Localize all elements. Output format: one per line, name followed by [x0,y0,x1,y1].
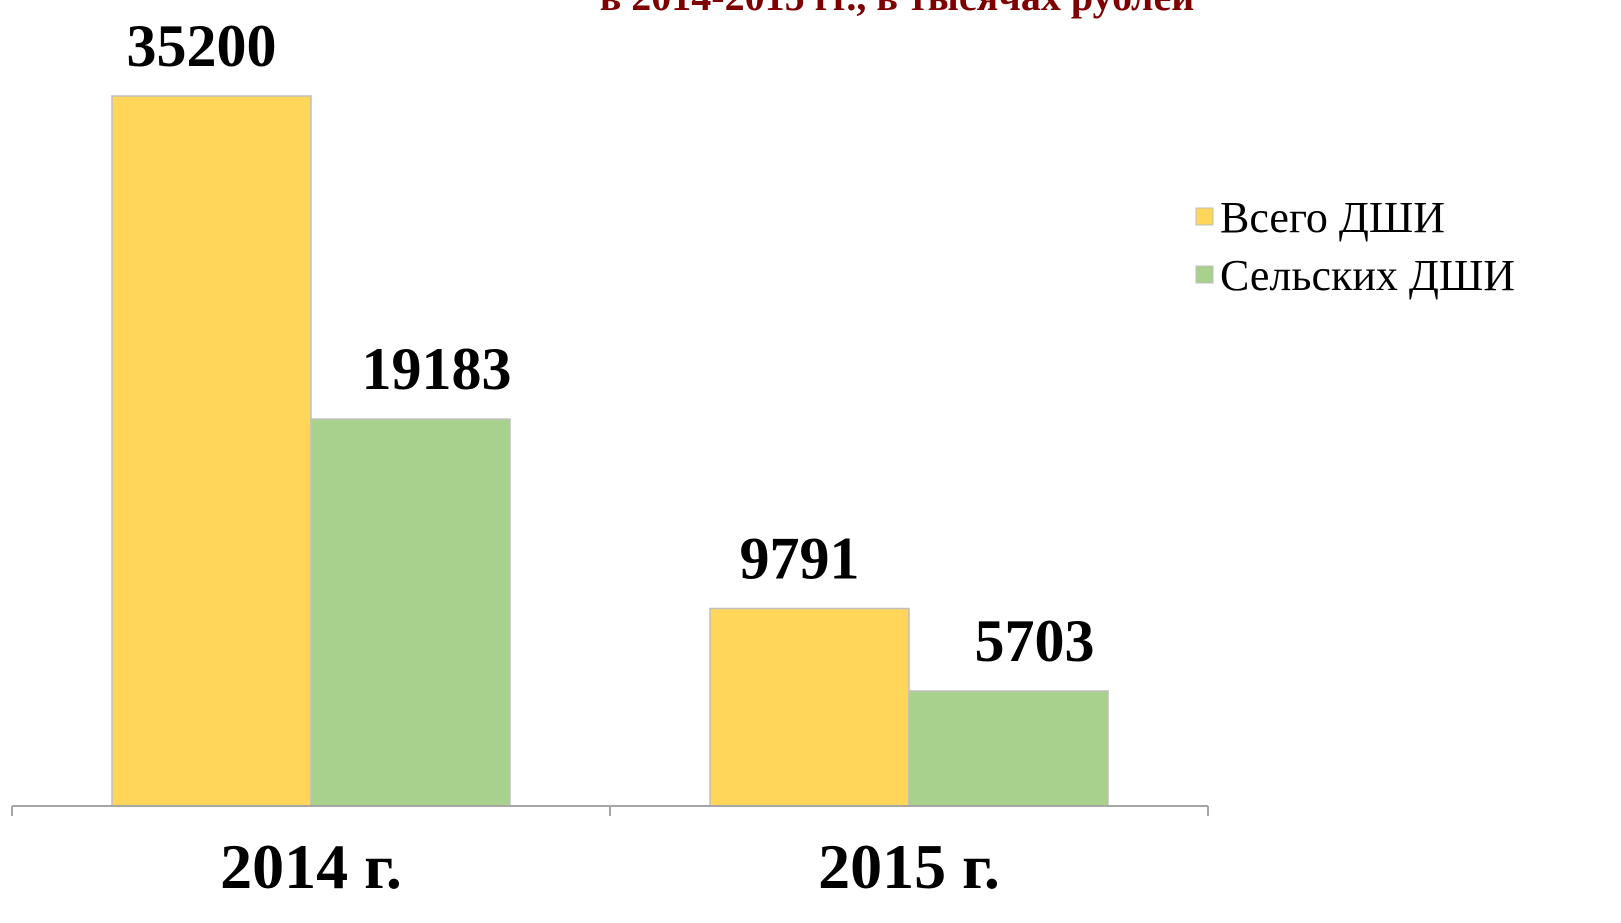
chart-title: в 2014-2015 гг., в тысячах рублей [600,0,1195,19]
bar [908,690,1109,807]
x-tick-label: 2014 г. [220,831,402,902]
data-label: 5703 [975,608,1095,674]
bar [709,607,910,807]
data-label: 35200 [127,13,277,79]
bar [111,95,312,807]
bar [310,418,511,807]
legend-swatch [1195,207,1214,226]
data-label: 9791 [740,526,860,592]
data-label: 19183 [362,336,512,402]
legend-label: Всего ДШИ [1220,193,1445,242]
x-tick-label: 2015 г. [818,831,1000,902]
legend-swatch [1195,265,1214,284]
legend-label: Сельских ДШИ [1220,251,1515,300]
